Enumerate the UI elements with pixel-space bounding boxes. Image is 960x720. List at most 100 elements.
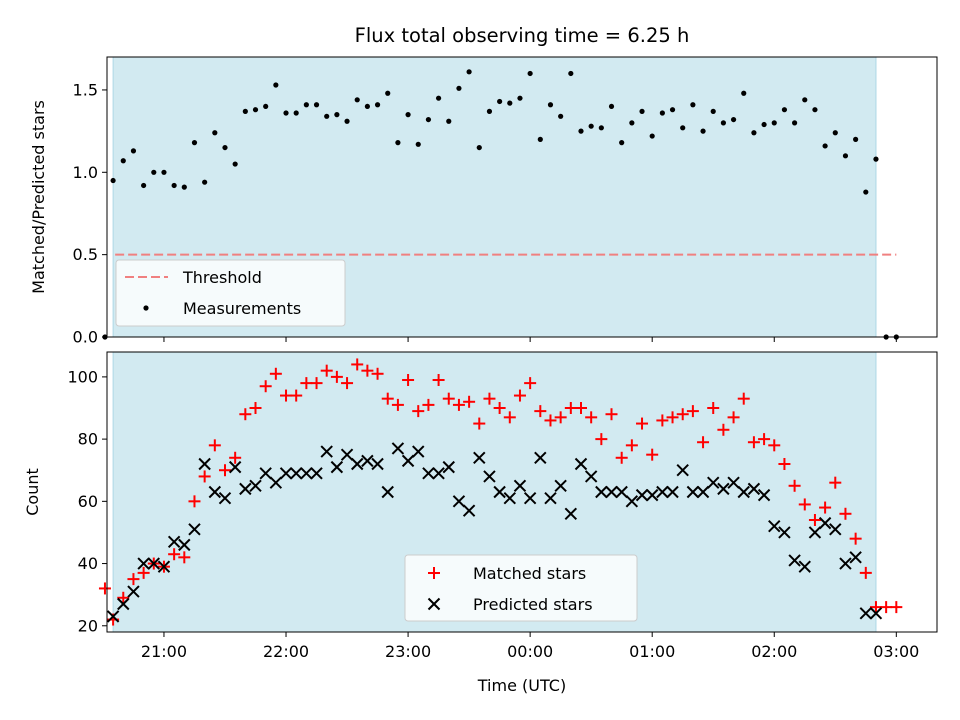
matched-star-point [259, 380, 272, 393]
predicted-star-point [137, 557, 150, 570]
measurement-point [619, 140, 625, 146]
measurement-point [344, 118, 350, 124]
matched-star-point [391, 398, 404, 411]
top-y-tick-label: 0.0 [73, 328, 98, 347]
predicted-star-point [717, 482, 730, 496]
predicted-star-point [269, 476, 283, 489]
measurement-point [252, 107, 259, 113]
measurement-point [181, 184, 187, 190]
measurement-point [263, 103, 269, 110]
predicted-star-point [442, 460, 455, 474]
measurement-point [537, 136, 543, 142]
predicted-star-point [320, 445, 333, 458]
legend-measurements-swatch [143, 305, 149, 311]
predicted-star-point [493, 485, 506, 499]
predicted-star-point [666, 485, 679, 499]
legend-predicted-marker [427, 597, 441, 611]
measurement-point [293, 110, 299, 116]
matched-stars-points [98, 358, 903, 626]
matched-star-point [819, 501, 832, 514]
measurement-point [547, 102, 554, 108]
predicted-star-point [117, 597, 130, 611]
predicted-star-point [351, 457, 364, 471]
legend-predicted-swatch [427, 597, 441, 611]
top-y-axis: 0.0 0.5 1.0 1.5 [73, 80, 107, 347]
measurement-point [435, 95, 442, 101]
predicted-star-point [707, 476, 720, 489]
measurement-point [130, 148, 137, 154]
predicted-star-point [330, 460, 344, 474]
predicted-star-point [188, 523, 201, 536]
matched-star-point [869, 601, 882, 614]
matched-star-point [727, 411, 740, 424]
matched-star-point [473, 417, 486, 430]
matched-star-point [544, 414, 557, 427]
top-x-ticks [163, 337, 897, 342]
measurement-point [832, 130, 838, 136]
matched-star-point [442, 392, 455, 405]
predicted-star-point [300, 467, 313, 480]
predicted-star-point [178, 538, 191, 552]
measurement-point [303, 102, 309, 108]
matched-star-point [208, 439, 221, 452]
matched-star-point [269, 367, 282, 380]
predicted-stars-points [106, 442, 883, 623]
legend-predicted-label: Predicted stars [473, 595, 593, 614]
matched-star-point [98, 582, 111, 595]
measurement-point [863, 189, 869, 195]
predicted-star-point [218, 492, 232, 505]
matched-star-point [880, 601, 893, 614]
matched-star-point [452, 398, 465, 411]
predicted-star-point [768, 520, 781, 533]
matched-star-point [636, 417, 649, 430]
matched-star-point [371, 367, 384, 380]
predicted-star-point [859, 607, 873, 620]
matched-star-point [198, 470, 211, 483]
x-tick-label: 02:00 [751, 642, 797, 661]
x-tick-label: 22:00 [263, 642, 309, 661]
predicted-star-point [676, 464, 689, 477]
matched-star-point [493, 402, 506, 414]
matched-star-point [666, 411, 679, 424]
measurement-point [822, 143, 828, 149]
predicted-star-point [778, 526, 791, 539]
predicted-star-point [686, 485, 700, 499]
measurement-point [781, 107, 788, 113]
matched-star-point [707, 402, 720, 414]
predicted-star-point [605, 485, 618, 499]
measurement-point [334, 112, 340, 118]
measurement-point [171, 182, 177, 189]
predicted-star-point [523, 492, 537, 505]
predicted-star-point [757, 488, 771, 502]
matched-star-point [676, 408, 689, 421]
measurement-point [415, 141, 421, 147]
predicted-star-point [798, 560, 811, 573]
predicted-star-point [361, 454, 374, 468]
measurement-point [354, 97, 360, 103]
predicted-star-point [147, 557, 160, 570]
legend-matched-marker [428, 567, 440, 579]
measurement-point [151, 169, 157, 175]
predicted-star-point [167, 535, 181, 548]
bottom-y-axis-label: Count [23, 468, 42, 516]
matched-star-point [605, 408, 618, 421]
matched-star-point [524, 377, 537, 390]
measurement-point [649, 133, 655, 139]
measurement-point [446, 118, 452, 124]
measurement-point [476, 144, 482, 151]
legend-threshold-label: Threshold [182, 268, 262, 287]
matched-star-point [137, 566, 150, 579]
matched-star-point [808, 514, 821, 526]
measurement-point [212, 130, 218, 136]
matched-star-point [717, 423, 730, 436]
matched-star-point [117, 591, 130, 604]
measurement-point [191, 140, 198, 146]
matched-star-point [564, 402, 577, 414]
bottom-legend-box [404, 554, 638, 622]
matched-star-point [249, 402, 262, 414]
matched-star-point [280, 389, 293, 402]
predicted-star-point [584, 470, 598, 483]
predicted-star-point [249, 479, 262, 492]
matched-star-point [574, 402, 587, 414]
measurement-point [425, 116, 432, 123]
